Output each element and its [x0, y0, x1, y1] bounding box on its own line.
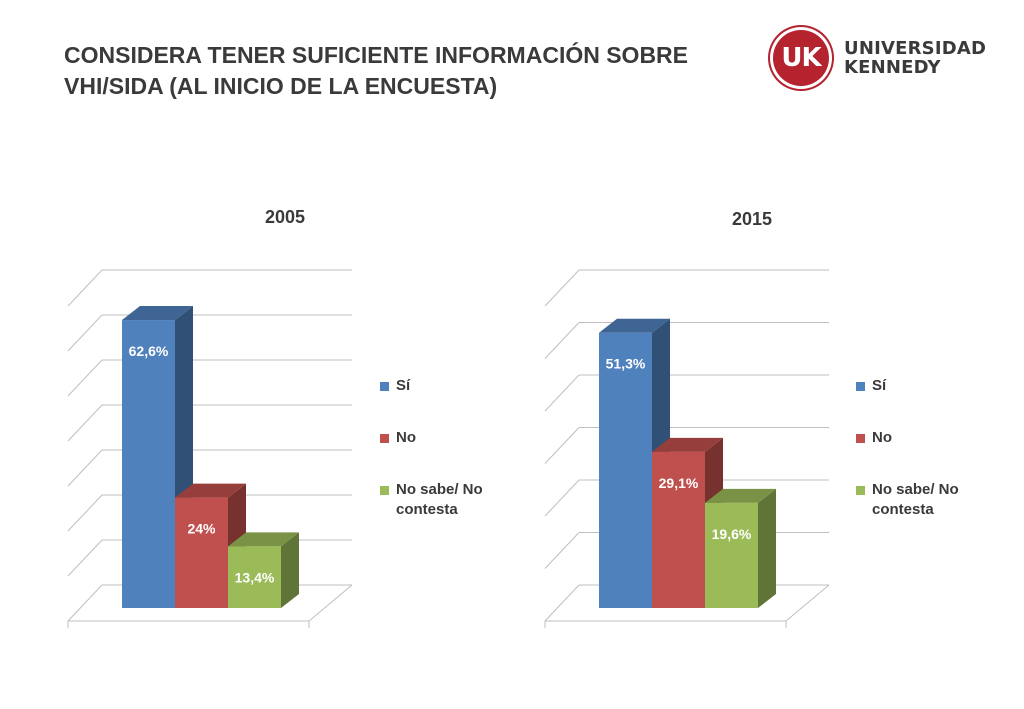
bar-top	[652, 437, 723, 452]
data-label-no: 24%	[187, 521, 216, 537]
legend-label: Sí	[396, 377, 411, 394]
legend-swatch	[856, 434, 865, 443]
gridline-depth	[544, 374, 580, 412]
floor-right-edge	[308, 584, 353, 622]
gridline-depth	[67, 359, 103, 397]
gridline-depth	[544, 322, 580, 359]
bar-front	[652, 451, 705, 608]
data-label-no-sabe: 19,6%	[712, 526, 752, 542]
gridline-depth	[544, 269, 580, 307]
bar-side	[281, 532, 299, 608]
chart-2005: 2005 62,6% 24% 13,4%	[67, 207, 353, 628]
title-line-2: VHI/SIDA (AL INICIO DE LA ENCUESTA)	[64, 73, 498, 99]
floor-right-edge	[785, 584, 830, 622]
legend-swatch	[380, 434, 389, 443]
gridline-depth	[67, 404, 103, 442]
logo-line-1: UNIVERSIDAD	[844, 38, 987, 59]
data-label-no-sabe: 13,4%	[235, 569, 275, 585]
data-label-si: 62,6%	[129, 343, 169, 359]
university-logo: UK UNIVERSIDAD KENNEDY	[770, 27, 986, 89]
logo-line-2: KENNEDY	[844, 57, 941, 78]
legend-swatch	[380, 382, 389, 391]
legend-swatch	[856, 486, 865, 495]
bar-front	[122, 320, 175, 608]
bar-no-sabe	[228, 532, 299, 608]
gridline-depth	[67, 269, 103, 307]
data-label-no: 29,1%	[659, 475, 699, 491]
gridline-depth	[544, 479, 580, 517]
logo-mark: UK	[781, 43, 821, 73]
legend-label: No	[872, 429, 892, 446]
legend-label: No sabe/ No contesta	[872, 481, 959, 518]
gridline-depth	[67, 494, 103, 532]
legend-swatch	[856, 382, 865, 391]
legend-label: No sabe/ No contesta	[396, 481, 483, 518]
bar-front	[228, 546, 281, 608]
legend-label: Sí	[872, 377, 887, 394]
bar-top	[175, 483, 246, 498]
gridline-depth	[67, 539, 103, 577]
gridline-depth	[544, 584, 580, 622]
data-label-si: 51,3%	[606, 356, 646, 372]
chart-title: 2015	[732, 209, 772, 229]
bar-front	[599, 332, 652, 608]
gridline-depth	[67, 314, 103, 352]
bar-side	[758, 488, 776, 608]
chart-2015: 2015 51,3% 29,1% 19,6%	[544, 209, 830, 628]
legend-swatch	[380, 486, 389, 495]
bar-top	[599, 318, 670, 333]
gridline-depth	[544, 532, 580, 569]
gridline-depth	[67, 584, 103, 622]
bar-top	[228, 532, 299, 547]
legend-label: No	[396, 429, 416, 446]
title-line-1: CONSIDERA TENER SUFICIENTE INFORMACIÓN S…	[64, 42, 689, 68]
bar-front	[705, 502, 758, 608]
page-title: CONSIDERA TENER SUFICIENTE INFORMACIÓN S…	[64, 40, 704, 102]
gridline-depth	[544, 427, 580, 464]
bar-no	[175, 483, 246, 608]
bar-si	[122, 306, 193, 608]
logo-circle-icon	[770, 27, 832, 89]
bar-front	[175, 497, 228, 608]
gridline-depth	[67, 449, 103, 487]
bar-top	[705, 488, 776, 503]
bar-no-sabe	[705, 488, 776, 608]
logo-wordmark: UNIVERSIDAD KENNEDY	[844, 39, 986, 77]
bar-top	[122, 306, 193, 321]
chart-title: 2005	[265, 207, 305, 227]
